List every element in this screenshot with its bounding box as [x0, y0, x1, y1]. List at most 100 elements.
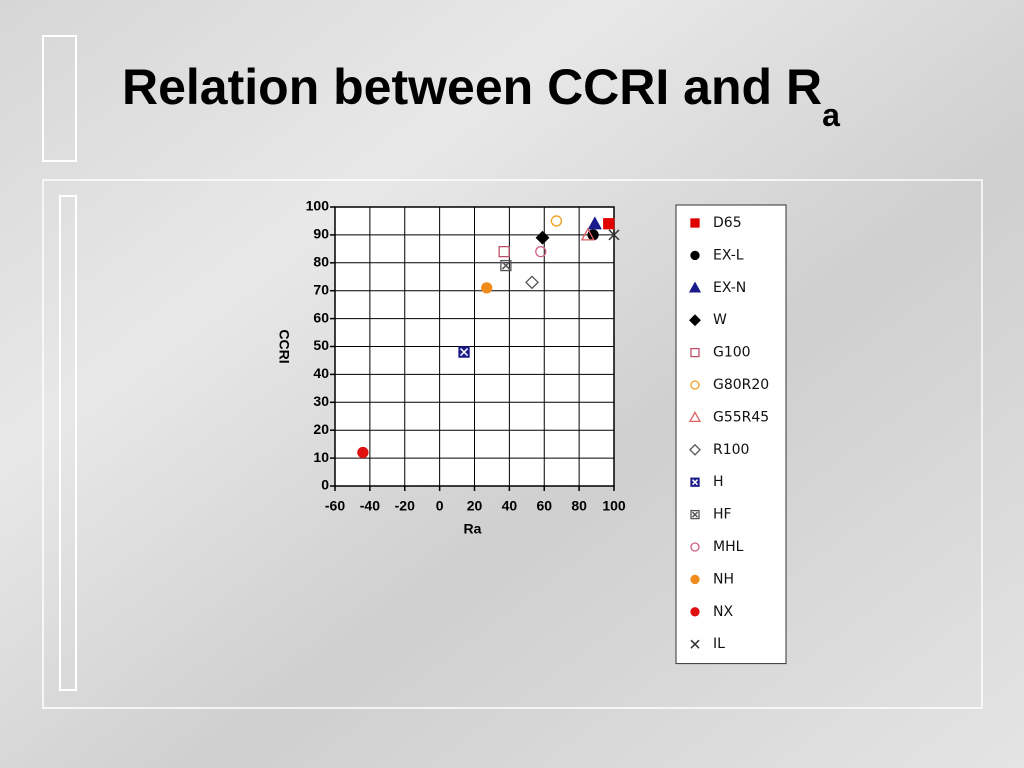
- y-tick-label: 90: [313, 226, 329, 242]
- legend-label: HF: [713, 507, 732, 523]
- title-subscript: a: [822, 97, 840, 133]
- marker-part: [580, 227, 595, 241]
- x-tick-label: 20: [467, 498, 483, 514]
- x-tick-label: 100: [602, 498, 626, 514]
- legend-marker: [690, 250, 700, 261]
- legend-marker: [689, 443, 701, 456]
- legend-marker: [690, 542, 700, 552]
- legend-box: [675, 204, 787, 665]
- point: [481, 282, 493, 294]
- legend-marker: [690, 639, 700, 649]
- marker-part: [688, 281, 702, 293]
- legend-label: NH: [713, 571, 734, 587]
- chart: 0 10 20 30 40 50 60 70 80 90 100 -60 -40 -20 0 20 40 60 80…: [276, 198, 787, 665]
- marker-part: [690, 574, 700, 585]
- marker-part: [689, 314, 701, 327]
- marker-part: [587, 216, 602, 230]
- x-tick-label: -40: [360, 498, 380, 514]
- y-axis-label: CCRI: [276, 329, 292, 363]
- point: [587, 216, 602, 230]
- x-tick-label: -20: [395, 498, 415, 514]
- legend-label: R100: [713, 442, 749, 458]
- legend-marker: [689, 314, 701, 327]
- legend-marker: [690, 477, 700, 487]
- point: [535, 245, 547, 258]
- point: [500, 259, 512, 272]
- legend-label: IL: [713, 636, 725, 652]
- x-tick-label: 60: [536, 498, 552, 514]
- legend-label: W: [713, 312, 727, 328]
- x-tick-label: 0: [436, 498, 444, 514]
- marker-part: [690, 218, 700, 228]
- y-tick-label: 70: [313, 281, 329, 297]
- legend-marker: [690, 218, 700, 228]
- marker-part: [525, 275, 539, 290]
- point: [603, 218, 615, 230]
- y-tick-label: 80: [313, 254, 329, 270]
- marker-part: [688, 411, 702, 423]
- y-tick-label: 60: [313, 309, 329, 325]
- legend-marker: [688, 411, 702, 423]
- marker-part: [535, 230, 550, 245]
- marker-part: [498, 245, 510, 258]
- marker-part: [535, 245, 547, 258]
- x-tick-label: 80: [571, 498, 587, 514]
- marker-part: [690, 639, 700, 649]
- marker-part: [608, 229, 620, 241]
- point: [535, 230, 550, 245]
- marker-part: [460, 348, 469, 357]
- marker-part: [690, 250, 700, 261]
- marker-part: [690, 542, 700, 552]
- marker-part: [603, 218, 615, 230]
- marker-part: [357, 446, 369, 459]
- marker-part: [689, 443, 701, 456]
- marker-part: [690, 509, 700, 520]
- legend-label: G55R45: [713, 409, 769, 425]
- y-tick-label: 50: [313, 337, 329, 353]
- marker-part: [691, 479, 699, 486]
- point: [525, 275, 539, 290]
- point: [458, 346, 470, 358]
- legend-label: D65: [713, 215, 742, 231]
- point: [550, 215, 563, 227]
- legend-marker: [690, 380, 700, 390]
- marker-part: [500, 259, 512, 272]
- legend-label: H: [713, 474, 724, 490]
- marker-part: [690, 347, 700, 358]
- marker-part: [690, 380, 700, 390]
- legend-label: EX-L: [713, 247, 744, 263]
- legend-marker: [690, 347, 700, 358]
- x-tick-label: -60: [325, 498, 345, 514]
- x-tick-label: 40: [502, 498, 518, 514]
- legend-marker: [690, 574, 700, 585]
- slide-title: Relation between CCRI and Ra: [122, 59, 840, 133]
- point: [580, 227, 595, 241]
- point: [498, 245, 510, 258]
- frame: [42, 179, 983, 709]
- frame: [59, 195, 77, 691]
- point: [357, 446, 369, 459]
- x-axis-label: Ra: [464, 521, 482, 537]
- y-tick-label: 30: [313, 393, 329, 409]
- legend-label: MHL: [713, 539, 744, 555]
- legend-label: G100: [713, 345, 751, 361]
- frame: [42, 35, 77, 162]
- y-tick-label: 100: [306, 198, 330, 214]
- point: [608, 229, 620, 241]
- legend-label: G80R20: [713, 377, 769, 393]
- marker-part: [550, 215, 563, 227]
- marker-part: [481, 282, 493, 294]
- legend-marker: [690, 509, 700, 520]
- legend-label: EX-N: [713, 280, 746, 296]
- marker-part: [691, 511, 699, 518]
- title-main: Relation between CCRI and R: [122, 59, 822, 115]
- marker-part: [501, 261, 510, 270]
- legend-label: NX: [713, 604, 733, 620]
- legend-marker: [688, 281, 702, 293]
- legend-marker: [690, 607, 700, 617]
- y-tick-label: 40: [313, 365, 329, 381]
- y-tick-label: 0: [321, 477, 329, 493]
- y-tick-label: 10: [313, 449, 329, 465]
